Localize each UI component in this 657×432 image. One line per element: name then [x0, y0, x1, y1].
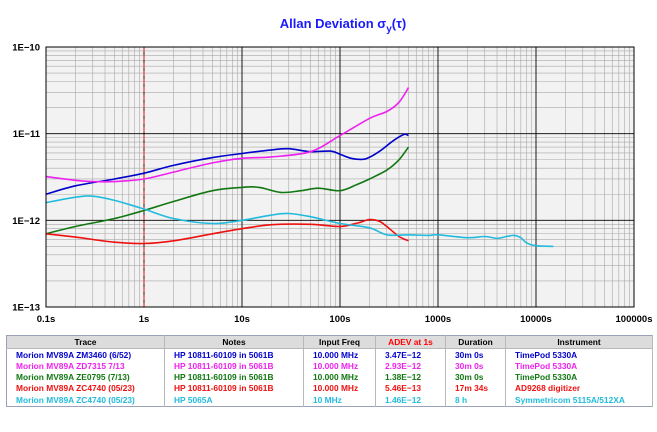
x-tick-label: 1000s	[425, 314, 451, 325]
series-line-5	[46, 195, 554, 248]
x-tick-label: 0.1s	[37, 314, 56, 325]
legend-header-trace: Trace	[6, 335, 165, 349]
legend-trace: Morion MV89A ZC4740 (05/23)	[6, 383, 165, 395]
legend-header-adev: ADEV at 1s	[375, 335, 446, 349]
legend-adev: 1.38E−12	[375, 372, 446, 384]
legend-row: Morion MV89A ZM3460 (6/52) HP 10811-60109…	[6, 348, 653, 362]
plot-frame	[45, 46, 635, 308]
legend-input-freq: 10.000 MHz	[303, 361, 376, 373]
x-tick-label: 100s	[329, 314, 350, 325]
legend-notes: HP 10811-60109 in 5061B	[164, 372, 304, 384]
legend-duration: 30m 0s	[445, 372, 506, 384]
legend-notes: HP 10811-60109 in 5061B	[164, 383, 304, 395]
legend-duration: 30m 0s	[445, 348, 506, 362]
legend-table: Trace Notes Input Freq ADEV at 1s Durati…	[6, 335, 653, 407]
series-line-1	[46, 133, 409, 195]
legend-trace: Morion MV89A ZE0795 (7/13)	[6, 372, 165, 384]
series-line-2	[46, 87, 410, 183]
legend-header-duration: Duration	[445, 335, 506, 349]
x-tick-label: 10000s	[520, 314, 552, 325]
y-tick-label: 1E−11	[13, 129, 41, 140]
y-tick-label: 1E−13	[12, 303, 40, 314]
legend-instrument: TimePod 5330A	[505, 361, 653, 373]
legend-adev: 1.46E−12	[375, 394, 446, 407]
legend-input-freq: 10.000 MHz	[303, 372, 376, 384]
series-layer	[46, 87, 554, 248]
y-tick-label: 1E−12	[12, 216, 40, 227]
legend-input-freq: 10 MHz	[303, 394, 376, 407]
legend-adev: 2.93E−12	[375, 361, 446, 373]
series-line-3	[46, 146, 410, 235]
chart-title: Allan Deviation σy(τ)	[280, 16, 406, 35]
legend-instrument: AD9268 digitizer	[505, 383, 653, 395]
legend-row: Morion MV89A ZE0795 (7/13) HP 10811-60109…	[6, 372, 653, 384]
legend-notes: HP 10811-60109 in 5061B	[164, 348, 304, 362]
legend-row: Morion MV89A ZC4740 (05/23) HP 10811-6010…	[6, 383, 653, 395]
legend-header-row: Trace Notes Input Freq ADEV at 1s Durati…	[6, 335, 653, 349]
legend-notes: HP 10811-60109 in 5061B	[164, 361, 304, 373]
legend-instrument: TimePod 5330A	[505, 348, 653, 362]
x-tick-label: 100000s	[616, 314, 653, 325]
legend-trace: Morion MV89A ZD7315 7/13	[6, 361, 165, 373]
legend-instrument: Symmetricom 5115A/512XA	[505, 394, 653, 407]
legend-row: Morion MV89A ZD7315 7/13 HP 10811-60109 i…	[6, 361, 653, 373]
legend-duration: 17m 34s	[445, 383, 506, 395]
legend-row: Morion MV89A ZC4740 (05/23) HP 5065A 10 MH…	[6, 394, 653, 407]
legend-instrument: TimePod 5330A	[505, 372, 653, 384]
legend-header-instrument: Instrument	[505, 335, 653, 349]
legend-adev: 5.46E−13	[375, 383, 446, 395]
x-tick-label: 1s	[139, 314, 150, 325]
series-line-4	[46, 218, 409, 245]
legend-header-input-freq: Input Freq	[303, 335, 376, 349]
legend-notes: HP 5065A	[164, 394, 304, 407]
legend-duration: 30m 0s	[445, 361, 506, 373]
legend-trace: Morion MV89A ZC4740 (05/23)	[6, 394, 165, 407]
legend-input-freq: 10.000 MHz	[303, 383, 376, 395]
x-tick-label: 10s	[234, 314, 250, 325]
y-tick-label: 1E−10	[12, 43, 40, 54]
legend-header-notes: Notes	[164, 335, 304, 349]
legend-trace: Morion MV89A ZM3460 (6/52)	[6, 348, 165, 362]
axes: 0.1s 1s 10s 100s 1000s 10000s 100000s 1E−13 1E−1…	[12, 43, 652, 326]
legend-adev: 3.47E−12	[375, 348, 446, 362]
legend-input-freq: 10.000 MHz	[303, 348, 376, 362]
legend-duration: 8 h	[445, 394, 506, 407]
